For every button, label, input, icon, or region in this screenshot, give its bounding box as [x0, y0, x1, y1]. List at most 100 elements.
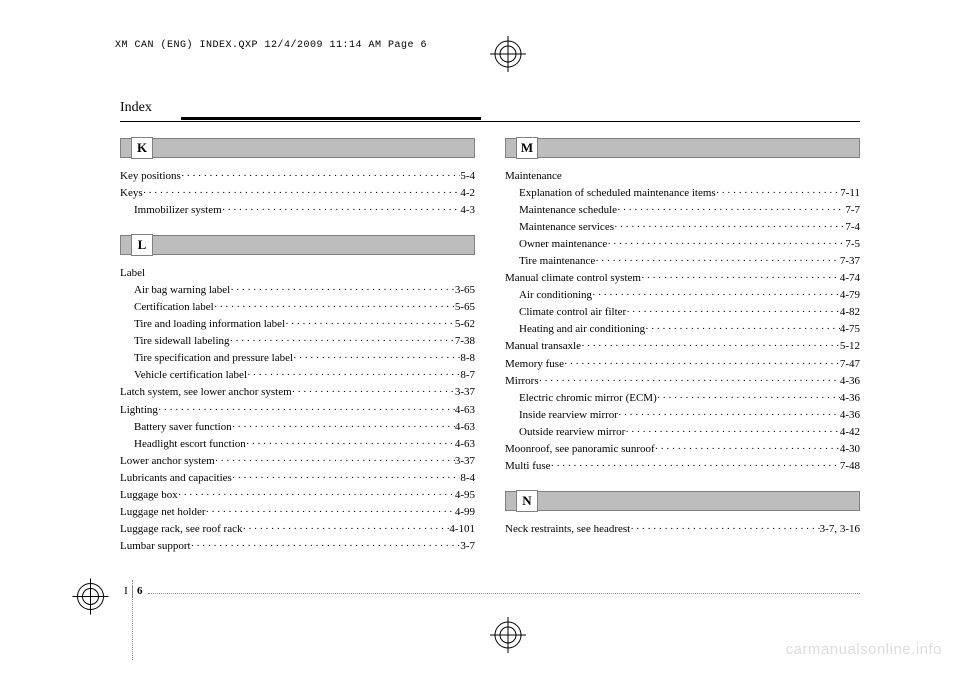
index-entry: Lumbar support··························… [120, 538, 475, 555]
entry-leaders: ········································… [645, 321, 840, 338]
index-entries: LabelAir bag warning label ··············… [120, 265, 475, 555]
index-entry: Inside rearview mirror··················… [505, 407, 860, 424]
entry-label: Manual climate control system [505, 270, 641, 287]
entry-page: 4-95 [455, 487, 475, 504]
registration-mark-top-icon [490, 36, 526, 77]
index-entry: Latch system, see lower anchor system···… [120, 384, 475, 401]
index-entry: Air conditioning························… [505, 287, 860, 304]
entry-page: 4-30 [840, 441, 860, 458]
right-column: M MaintenanceExplanation of scheduled mai… [505, 138, 860, 571]
entry-leaders: ········································… [655, 441, 840, 458]
index-entries: Neck restraints, see headrest···········… [505, 521, 860, 538]
entry-leaders: ········································… [232, 470, 461, 487]
index-entries: Key positions···························… [120, 168, 475, 219]
entry-label: Manual transaxle [505, 338, 581, 355]
index-entry: Neck restraints, see headrest···········… [505, 521, 860, 538]
entry-page: 3-7, 3-16 [820, 521, 860, 538]
entry-label: Climate control air filter [519, 304, 626, 321]
entry-label: Mirrors [505, 373, 539, 390]
entry-leaders: ········································… [178, 487, 455, 504]
entry-page: 5-65 [455, 299, 475, 316]
index-entry: Owner maintenance·······················… [505, 236, 860, 253]
print-header: XM CAN (ENG) INDEX.QXP 12/4/2009 11:14 A… [115, 40, 427, 51]
registration-mark-bottom-icon [490, 617, 526, 658]
entry-leaders: ········································… [625, 424, 840, 441]
watermark: carmanualsonline.info [786, 641, 942, 658]
index-entry: Tire sidewall labeling··················… [120, 333, 475, 350]
entry-page: 8-4 [460, 470, 475, 487]
index-entry: Luggage rack, see roof rack·············… [120, 521, 475, 538]
entry-leaders: ········································… [143, 185, 461, 202]
entry-leaders: ········································… [215, 453, 455, 470]
index-entry: Explanation of scheduled maintenance ite… [505, 185, 860, 202]
entry-page: 4-74 [840, 270, 860, 287]
entry-leaders: ········································… [230, 333, 455, 350]
entry-page: 4-79 [840, 287, 860, 304]
left-column: K Key positions··························… [120, 138, 475, 571]
entry-leaders: ········································… [657, 390, 840, 407]
entry-leaders: ········································… [292, 384, 455, 401]
entry-label: Tire maintenance [519, 253, 595, 270]
index-letter-header: N [505, 491, 860, 511]
entry-leaders: ········································… [232, 419, 455, 436]
index-letter: N [516, 490, 538, 512]
entry-leaders: ········································… [206, 504, 455, 521]
entry-label: Owner maintenance [519, 236, 607, 253]
index-entry: Key positions···························… [120, 168, 475, 185]
entry-page: 4-36 [840, 407, 860, 424]
entry-label: Explanation of scheduled maintenance ite… [519, 185, 716, 202]
entry-page: 4-75 [840, 321, 860, 338]
entry-leaders: ········································… [716, 185, 841, 202]
entry-label: Label [120, 265, 145, 282]
title-rule [181, 117, 481, 120]
entry-label: Inside rearview mirror [519, 407, 618, 424]
entry-leaders: ········································… [222, 202, 461, 219]
index-entries: MaintenanceExplanation of scheduled main… [505, 168, 860, 475]
index-letter-header: L [120, 235, 475, 255]
entry-label: Maintenance [505, 168, 562, 185]
entry-label: Maintenance schedule [519, 202, 617, 219]
left-dotted-rule [132, 580, 133, 660]
entry-label: Latch system, see lower anchor system [120, 384, 292, 401]
index-letter-header: K [120, 138, 475, 158]
entry-page: 4-82 [840, 304, 860, 321]
index-letter-header: M [505, 138, 860, 158]
entry-page: 5-62 [455, 316, 475, 333]
index-entry: Manual transaxle························… [505, 338, 860, 355]
entry-page: 3-37 [455, 384, 475, 401]
entry-label: Luggage net holder [120, 504, 206, 521]
index-letter: K [131, 137, 153, 159]
index-letter: M [516, 137, 538, 159]
entry-label: Headlight escort function [134, 436, 246, 453]
entry-label: Tire sidewall labeling [134, 333, 230, 350]
index-entry: Tire and loading information label······… [120, 316, 475, 333]
entry-page: 4-36 [840, 373, 860, 390]
entry-leaders: ········································… [191, 538, 461, 555]
entry-label: Certification label [134, 299, 214, 316]
entry-page: 4-36 [840, 390, 860, 407]
entry-label: Battery saver function [134, 419, 232, 436]
entry-label: Immobilizer system [134, 202, 222, 219]
index-entry: Maintenance [505, 168, 860, 185]
index-entry: Maintenance schedule····················… [505, 202, 860, 219]
index-entry: Headlight escort function···············… [120, 436, 475, 453]
entry-page: 4-99 [455, 504, 475, 521]
entry-label: Luggage box [120, 487, 178, 504]
index-entry: Tire maintenance························… [505, 253, 860, 270]
entry-label: Heating and air conditioning [519, 321, 645, 338]
index-entry: Luggage box·····························… [120, 487, 475, 504]
entry-page: 4-63 [455, 419, 475, 436]
entry-leaders: ········································… [592, 287, 840, 304]
entry-page: 4-3 [460, 202, 475, 219]
page-content: Index KKey positions····················… [120, 100, 860, 571]
entry-label: Tire and loading information label [134, 316, 285, 333]
entry-page: 7-5 [845, 236, 860, 253]
entry-label: Moonroof, see panoramic sunroof [505, 441, 655, 458]
entry-label: Air bag warning label [134, 282, 230, 299]
index-entry: Lubricants and capacities···············… [120, 470, 475, 487]
index-entry: Moonroof, see panoramic sunroof·········… [505, 441, 860, 458]
index-entry: Mirrors·································… [505, 373, 860, 390]
index-entry: Luggage net holder······················… [120, 504, 475, 521]
index-entry: Electric chromic mirror (ECM)···········… [505, 390, 860, 407]
entry-leaders: ········································… [551, 458, 840, 475]
